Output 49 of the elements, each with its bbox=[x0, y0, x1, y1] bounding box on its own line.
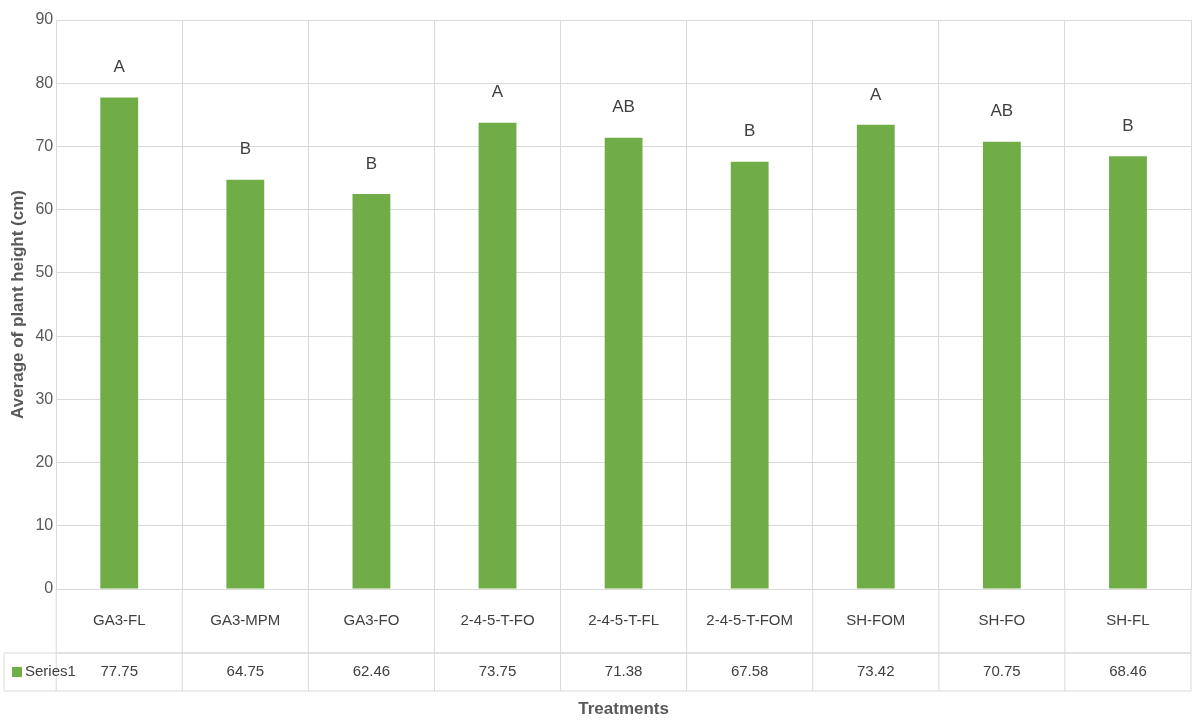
bar bbox=[730, 161, 769, 589]
x-tick-label: GA3-MPM bbox=[210, 611, 281, 629]
y-tick-label: 0 bbox=[44, 579, 54, 597]
bar bbox=[604, 137, 643, 589]
y-tick-label: 30 bbox=[35, 389, 54, 407]
y-tick-label: 70 bbox=[35, 136, 54, 154]
x-tick-label: 2-4-5-T-FO bbox=[460, 611, 535, 629]
annotation: B bbox=[1122, 115, 1134, 135]
bar bbox=[1109, 156, 1147, 589]
bar bbox=[226, 179, 265, 589]
y-axis-title: Average of plant height (cm) bbox=[7, 190, 27, 419]
data-label: 70.75 bbox=[983, 662, 1021, 680]
data-label: 62.46 bbox=[352, 662, 391, 680]
data-label: 73.42 bbox=[857, 662, 895, 680]
y-tick-label: 40 bbox=[35, 326, 54, 344]
legend-label: Series1 bbox=[25, 662, 76, 680]
bar bbox=[982, 141, 1021, 589]
annotation: AB bbox=[990, 101, 1014, 121]
data-label: 68.46 bbox=[1109, 662, 1147, 680]
annotation: A bbox=[870, 84, 883, 104]
data-label: 71.38 bbox=[604, 662, 643, 680]
bar bbox=[352, 194, 391, 589]
x-tick-label: SH-FO bbox=[978, 611, 1026, 629]
x-tick-label: SH-FOM bbox=[846, 611, 906, 629]
x-tick-label: GA3-FL bbox=[92, 611, 146, 629]
x-axis-title: Treatments bbox=[578, 698, 669, 718]
annotation: B bbox=[239, 139, 251, 159]
data-label: 77.75 bbox=[100, 662, 139, 680]
data-label: 73.75 bbox=[478, 662, 517, 680]
bar bbox=[856, 124, 895, 589]
data-label: 64.75 bbox=[226, 662, 265, 680]
y-tick-label: 20 bbox=[35, 452, 54, 470]
annotation: A bbox=[113, 57, 126, 77]
bar bbox=[100, 97, 139, 589]
annotation: AB bbox=[612, 97, 635, 117]
annotation: B bbox=[365, 153, 378, 173]
annotation: A bbox=[491, 82, 504, 102]
bar bbox=[478, 122, 517, 589]
x-tick-label: SH-FL bbox=[1106, 611, 1150, 629]
x-tick-label: 2-4-5-T-FOM bbox=[706, 611, 794, 629]
y-tick-label: 60 bbox=[35, 200, 54, 218]
y-tick-label: 90 bbox=[35, 10, 54, 28]
y-tick-label: 50 bbox=[35, 263, 54, 281]
data-label: 67.58 bbox=[730, 662, 769, 680]
x-tick-label: GA3-FO bbox=[343, 611, 400, 629]
y-tick-label: 80 bbox=[35, 73, 54, 91]
annotation: B bbox=[744, 121, 756, 141]
y-tick-label: 10 bbox=[35, 516, 54, 534]
x-tick-label: 2-4-5-T-FL bbox=[588, 611, 660, 629]
